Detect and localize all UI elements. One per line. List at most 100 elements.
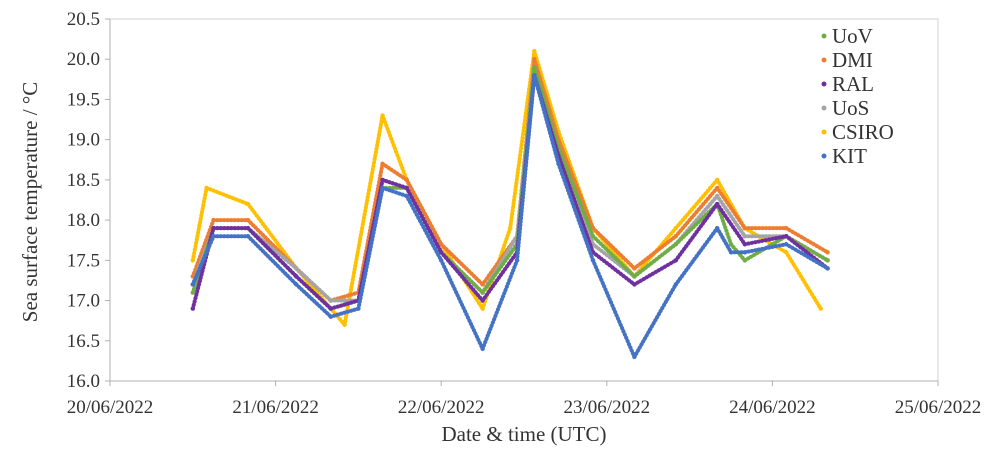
legend-label: RAL (832, 72, 874, 96)
data-point (211, 234, 216, 239)
series-trace (784, 226, 830, 255)
data-point (328, 314, 333, 319)
series-trace (480, 250, 520, 303)
series-trace (380, 113, 409, 182)
series-ral (190, 73, 830, 311)
series-kit (190, 73, 830, 360)
data-point (439, 258, 444, 263)
data-point (294, 282, 299, 287)
data-point (825, 250, 830, 255)
data-point (673, 234, 678, 239)
series-trace (204, 185, 250, 207)
y-tick-label: 19.5 (67, 89, 100, 110)
data-point (380, 113, 385, 118)
series-trace (380, 161, 409, 182)
data-point (556, 161, 561, 166)
series-trace (356, 161, 385, 295)
data-point (380, 161, 385, 166)
series-trace (532, 49, 561, 134)
series-trace (439, 250, 485, 303)
data-point (632, 274, 637, 279)
data-point (480, 298, 485, 303)
data-point (480, 346, 485, 352)
data-point (825, 258, 830, 263)
data-point (728, 242, 734, 247)
series-trace (480, 242, 520, 295)
series-trace (246, 234, 299, 287)
data-point (404, 193, 409, 199)
data-point (784, 234, 789, 239)
series-trace (356, 185, 385, 311)
legend-label: UoV (832, 24, 873, 48)
data-point (715, 225, 720, 231)
legend-label: CSIRO (832, 120, 894, 144)
series-trace (439, 242, 485, 287)
data-point (784, 250, 789, 255)
data-point (742, 234, 747, 239)
data-point (211, 217, 216, 223)
series-trace (508, 49, 537, 231)
legend-marker (821, 81, 827, 87)
data-point (190, 290, 195, 295)
series-trace (190, 234, 216, 287)
data-point (514, 258, 520, 263)
series-trace (632, 258, 678, 287)
x-tick-label: 25/06/2022 (895, 397, 982, 418)
series-trace (294, 266, 333, 303)
data-point (294, 266, 299, 271)
y-tick-label: 16.0 (67, 371, 100, 392)
data-point (190, 282, 195, 287)
data-point (673, 282, 678, 287)
data-point (715, 201, 720, 207)
data-point (532, 65, 537, 70)
series-trace (480, 258, 520, 351)
legend-marker (821, 57, 827, 63)
series-trace (591, 250, 637, 287)
series-trace (190, 185, 209, 263)
series-trace (784, 242, 830, 271)
data-point (380, 177, 385, 183)
data-point (328, 306, 333, 311)
data-point (632, 282, 637, 287)
data-point (508, 225, 513, 231)
series-trace (673, 226, 720, 287)
series-trace (380, 177, 409, 190)
y-axis-title: Sea surface temperature / °C (18, 82, 42, 322)
axes: 16.0 16.5 17.0 17.5 18.0 18.5 19.0 19.5 20.0 20.5… (67, 9, 982, 418)
y-tick-label: 20.5 (67, 9, 100, 30)
data-point (190, 258, 195, 263)
data-point (404, 177, 409, 183)
series-trace (246, 202, 299, 271)
series-trace (632, 282, 678, 359)
legend-label: UoS (832, 96, 869, 120)
data-point (532, 73, 537, 78)
data-point (245, 234, 251, 239)
series-trace (515, 73, 537, 263)
data-point (825, 266, 830, 271)
series-trace (294, 274, 333, 311)
x-tick-label: 21/06/2022 (232, 397, 319, 418)
data-point (673, 242, 678, 247)
data-point (632, 266, 637, 271)
data-points (190, 48, 830, 360)
series-trace (328, 306, 361, 319)
series-trace (715, 226, 733, 255)
series-trace (742, 242, 789, 255)
data-point (404, 185, 409, 191)
data-point (590, 258, 596, 263)
legend-marker (821, 33, 827, 39)
data-point (715, 177, 720, 183)
series-trace (342, 113, 385, 327)
series-trace (632, 234, 678, 271)
series-trace (591, 258, 637, 359)
legend-marker (821, 129, 827, 135)
data-point (245, 225, 251, 231)
series-trace (673, 202, 720, 263)
data-point (742, 250, 747, 255)
series-trace (556, 137, 595, 231)
y-tick-label: 20.0 (67, 49, 100, 70)
data-point (245, 201, 251, 207)
x-tick-label: 23/06/2022 (564, 397, 651, 418)
data-point (342, 322, 347, 327)
legend-marker (821, 153, 827, 159)
